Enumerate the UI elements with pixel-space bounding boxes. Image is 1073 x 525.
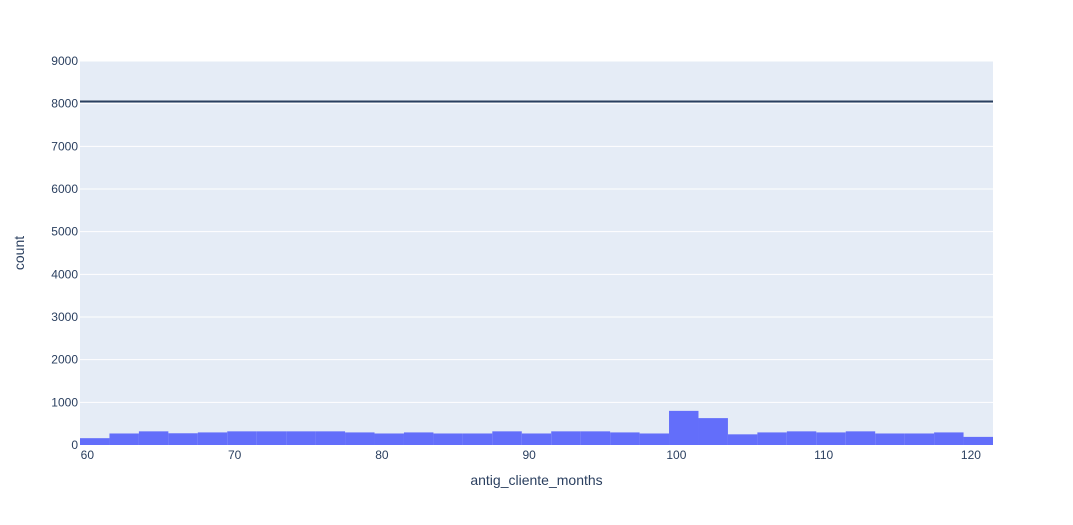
histogram-bar [786, 431, 817, 445]
histogram-bar [138, 431, 169, 445]
y-tick-label: 4000 [51, 267, 78, 281]
histogram-bar [109, 433, 139, 445]
histogram-bar [934, 432, 964, 445]
histogram-bar [168, 433, 198, 445]
histogram-bar [816, 432, 846, 445]
histogram-bar [256, 431, 287, 445]
x-axis-title: antig_cliente_months [470, 472, 602, 488]
x-tick-label: 100 [666, 448, 686, 462]
x-axis-ticks: 60 70 80 90 100 110 120 [81, 448, 982, 462]
x-tick-label: 90 [522, 448, 536, 462]
histogram-bar [521, 433, 552, 445]
histogram-bar [963, 436, 993, 445]
histogram-bar [80, 438, 110, 445]
y-tick-label: 7000 [51, 139, 78, 153]
y-tick-label: 6000 [51, 182, 78, 196]
y-tick-label: 3000 [51, 310, 78, 324]
histogram-bar [580, 431, 611, 445]
y-tick-label: 5000 [51, 225, 78, 239]
histogram-bar [374, 433, 404, 445]
y-tick-label: 1000 [51, 395, 78, 409]
histogram-bar [345, 432, 375, 445]
histogram-bar [669, 410, 699, 445]
histogram-bar [639, 433, 670, 445]
histogram-bar [433, 433, 463, 445]
histogram-bar [227, 431, 257, 445]
x-tick-label: 110 [814, 448, 833, 462]
histogram-bar [403, 432, 434, 445]
y-tick-label: 9000 [51, 54, 78, 68]
histogram-bar [315, 431, 346, 445]
plot-area [80, 61, 993, 445]
histogram-bar [845, 431, 876, 445]
y-axis-title: count [11, 236, 27, 270]
x-tick-label: 60 [81, 448, 95, 462]
histogram-bar [698, 418, 728, 445]
histogram-bar [462, 433, 493, 445]
x-tick-label: 80 [375, 448, 389, 462]
x-tick-label: 120 [961, 448, 981, 462]
y-tick-label: 0 [71, 438, 78, 452]
histogram-bar [757, 432, 787, 445]
y-axis-ticks: 0 1000 2000 3000 4000 5000 6000 7000 8000 9000 [51, 54, 78, 452]
y-tick-label: 8000 [51, 97, 78, 111]
histogram-bar [610, 432, 640, 445]
histogram-bar [492, 431, 522, 445]
histogram-bar [727, 434, 758, 445]
y-gridlines [80, 60, 993, 403]
histogram-bar [551, 431, 581, 445]
x-tick-label: 70 [228, 448, 242, 462]
histogram-bar [197, 432, 228, 445]
y-tick-label: 2000 [51, 353, 78, 367]
histogram-bar [904, 433, 935, 445]
histogram-bar [286, 431, 316, 445]
histogram-bar [875, 433, 905, 445]
histogram-bars [80, 410, 993, 445]
